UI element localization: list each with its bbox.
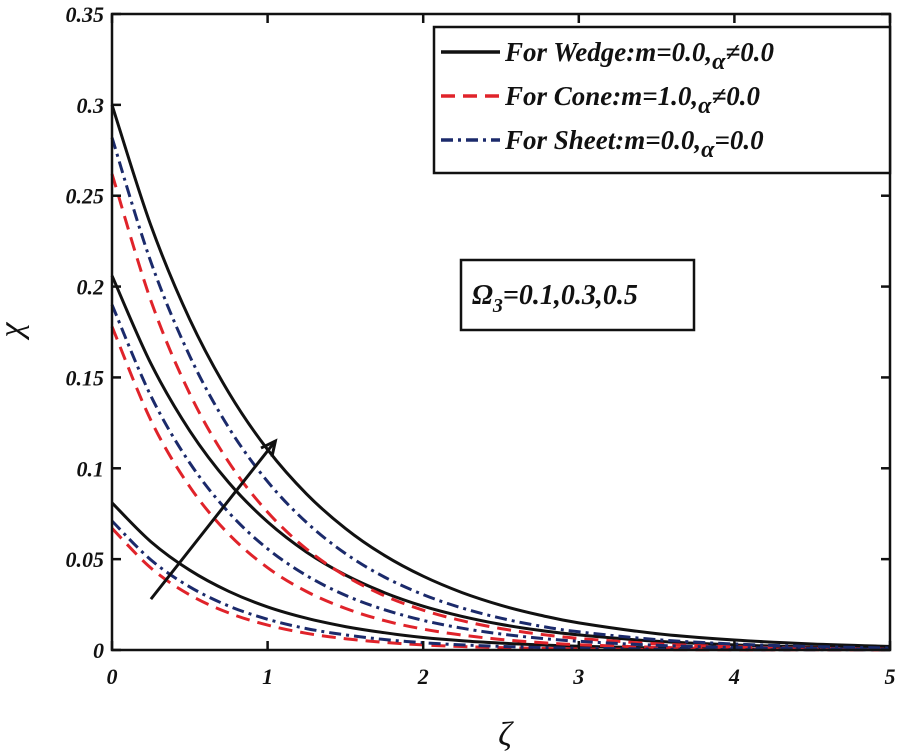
y-axis-title: χ [0, 321, 30, 340]
y-tick-label: 0.25 [66, 184, 105, 209]
y-tick-label: 0.35 [66, 2, 105, 27]
arrow-head [260, 438, 278, 457]
legend-box [432, 25, 892, 175]
series-line-wedge-1 [110, 275, 891, 650]
x-tick-label: 3 [572, 664, 584, 689]
x-tick-label: 0 [107, 664, 118, 689]
parameter-annotation: Ω3=0.1,0.3,0.5 [459, 258, 696, 332]
x-tick-label: 4 [728, 664, 740, 689]
annotation-subscript: 3 [492, 295, 503, 317]
annotation-symbol: Ω [472, 280, 493, 311]
series-line-sheet-7 [110, 304, 891, 651]
annotation-box [459, 258, 696, 332]
legend-label-sheet: For Sheet:m=0.0,α=0.0 [504, 125, 764, 163]
series-line-sheet-6 [110, 519, 890, 652]
y-tick-label: 0 [93, 638, 104, 663]
y-tick-label: 0.2 [77, 275, 105, 300]
series-line-cone-4 [110, 325, 891, 652]
series-line-wedge-2 [110, 104, 891, 648]
axes-layer: 0 1 2 3 4 5 0 0.05 0.1 0.15 0.2 0.25 0.3 0.35 [66, 2, 896, 689]
y-tick-label: 0.3 [77, 93, 105, 118]
y-tick-label: 0.05 [66, 547, 105, 572]
arrow-shaft [149, 440, 277, 601]
x-axis-title: ζ [498, 716, 514, 752]
increase-arrow [149, 438, 278, 601]
annotation-values: =0.1,0.3,0.5 [503, 280, 638, 311]
legend-label-cone: For Cone:m=1.0,α≠0.0 [504, 81, 761, 119]
series-line-cone-3 [110, 527, 891, 652]
x-tick-label: 2 [417, 664, 429, 689]
legend: For Wedge:m=0.0,α≠0.0 For Cone:m=1.0,α≠0.… [432, 25, 892, 175]
x-tick-label: 5 [885, 664, 896, 689]
legend-label-wedge: For Wedge:m=0.0,α≠0.0 [504, 37, 774, 75]
x-tick-label: 1 [262, 664, 273, 689]
y-tick-label: 0.1 [77, 456, 105, 481]
annotation-label: Ω3=0.1,0.3,0.5 [472, 280, 638, 317]
series-line-cone-5 [110, 173, 891, 651]
plot-frame [110, 12, 892, 652]
series-layer [110, 104, 891, 652]
y-tick-label: 0.15 [66, 365, 105, 390]
